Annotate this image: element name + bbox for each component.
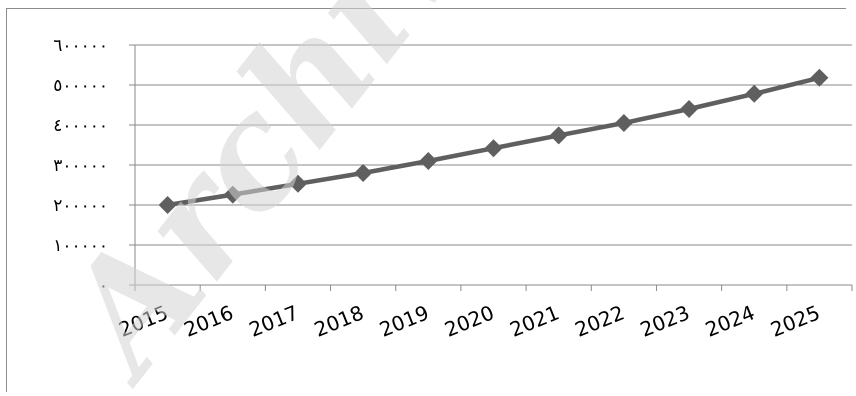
x-tick-label: 2017	[246, 300, 302, 341]
data-point	[549, 126, 568, 145]
x-tick-label: 2023	[637, 300, 693, 341]
x-tick-label: 2024	[702, 300, 758, 341]
y-tick-label: ٦٠٠٠٠٠	[53, 36, 108, 56]
y-tick-label: ٢٠٠٠٠٠	[53, 196, 108, 216]
y-tick-label: ٥٠٠٠٠٠	[53, 76, 108, 96]
y-tick-label: ٤٠٠٠٠٠	[53, 116, 108, 136]
y-tick-label: ١٠٠٠٠٠	[53, 236, 108, 256]
data-point	[223, 185, 242, 204]
x-tick-label: 2021	[506, 300, 562, 341]
data-point	[614, 114, 633, 132]
data-point	[158, 196, 177, 214]
x-tick-label: 2018	[311, 300, 367, 341]
data-point	[745, 84, 764, 103]
data-point	[288, 174, 307, 193]
data-point	[484, 139, 503, 158]
y-tick-labels: ٠ ١٠٠٠٠٠ ٢٠٠٠٠٠ ٣٠٠٠٠٠ ٤٠٠٠٠٠ ٥٠٠٠٠٠ ٦٠٠٠٠٠	[53, 36, 108, 296]
chart-frame	[6, 8, 846, 392]
gridlines	[135, 44, 852, 246]
x-tick-label: 2020	[441, 300, 497, 341]
data-point	[419, 152, 438, 170]
y-tick-label: ٠	[99, 276, 108, 296]
watermark-text: Archive of	[22, 0, 706, 396]
y-tick-label: ٣٠٠٠٠٠	[53, 156, 108, 176]
data-point	[680, 100, 699, 118]
x-tick-label: 2022	[572, 300, 628, 341]
data-point	[810, 68, 829, 87]
x-tick-label: 2025	[767, 300, 823, 341]
series	[158, 68, 829, 214]
data-point	[354, 164, 373, 182]
axes	[129, 44, 853, 291]
x-tick-label: 2019	[376, 300, 432, 341]
